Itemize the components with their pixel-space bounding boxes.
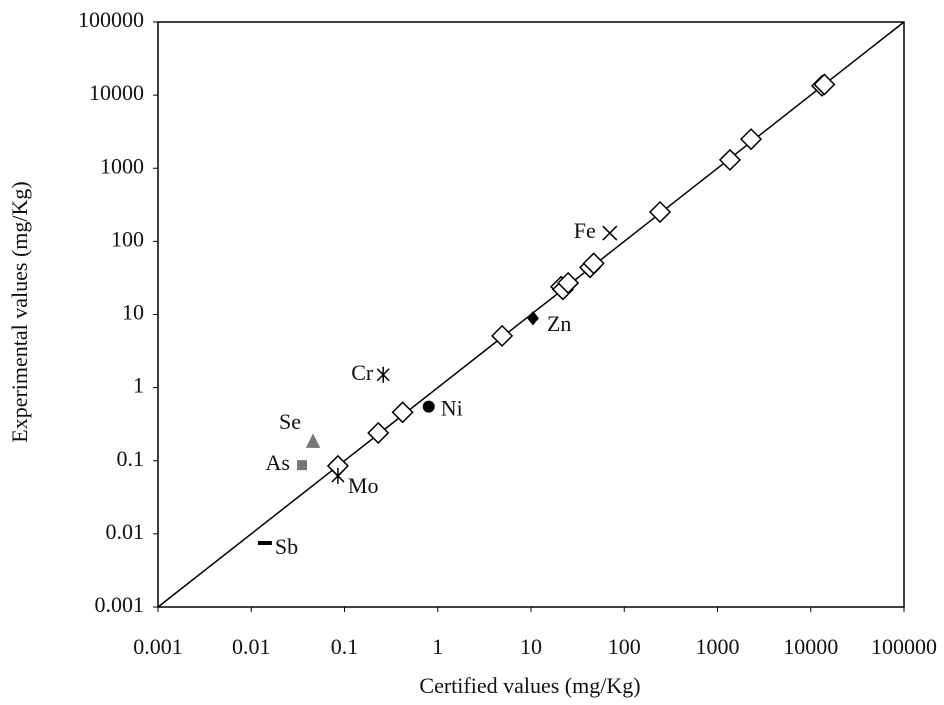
point — [528, 312, 538, 324]
point-label: Mo — [348, 473, 379, 498]
point-label: Sb — [275, 534, 298, 559]
y-tick-label: 1000 — [100, 153, 144, 178]
y-tick-label: 100 — [111, 226, 144, 251]
y-tick-label: 0.01 — [106, 519, 145, 544]
y-tick-label: 1 — [133, 373, 144, 398]
point — [741, 129, 761, 149]
point — [307, 435, 319, 447]
point-label: Se — [279, 409, 301, 434]
x-tick-label: 0.01 — [232, 634, 271, 659]
page: Certified values (mg/Kg) Experimental va… — [0, 0, 944, 705]
y-tick-label: 10 — [122, 300, 144, 325]
point-label: Cr — [351, 360, 374, 385]
point — [603, 226, 617, 240]
point — [423, 401, 435, 413]
x-axis-label: Certified values (mg/Kg) — [419, 673, 640, 698]
y-tick-label: 10000 — [89, 80, 144, 105]
chart: Certified values (mg/Kg) Experimental va… — [0, 0, 944, 705]
x-tick-label: 100000 — [871, 634, 937, 659]
y-tick-label: 0.1 — [117, 446, 145, 471]
x-tick-label: 10000 — [783, 634, 838, 659]
x-tick-label: 10 — [520, 634, 542, 659]
x-tick-label: 0.001 — [133, 634, 183, 659]
point-label: As — [266, 450, 290, 475]
x-tick-label: 100 — [608, 634, 641, 659]
x-tick-label: 1000 — [696, 634, 740, 659]
point — [393, 402, 413, 422]
point — [377, 367, 389, 383]
x-tick-label: 0.1 — [331, 634, 359, 659]
y-axis-label: Experimental values (mg/Kg) — [7, 181, 32, 442]
y-tick-label: 100000 — [78, 7, 144, 32]
point — [297, 460, 307, 470]
point-label: Fe — [574, 218, 596, 243]
x-tick-label: 1 — [432, 634, 443, 659]
point-label: Ni — [441, 396, 463, 421]
point-label: Zn — [547, 311, 571, 336]
y-tick-label: 0.001 — [95, 592, 145, 617]
